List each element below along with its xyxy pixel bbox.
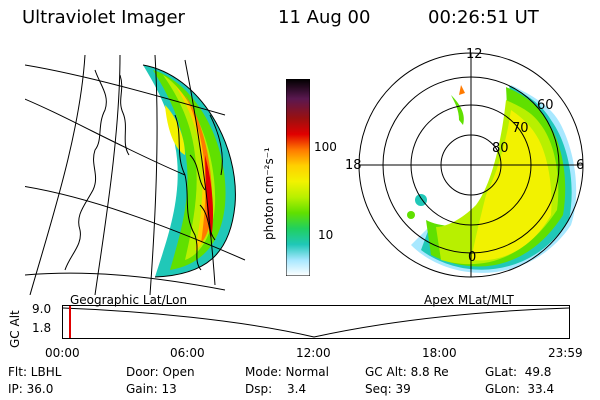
mlt-label-6: 6 — [576, 158, 585, 173]
info-glon: GLon: 33.4 — [485, 382, 555, 396]
auroral-oval-polar — [407, 85, 577, 273]
polar-grid — [358, 52, 584, 278]
colorbar-tick-10: 10 — [318, 228, 334, 242]
mlt-label-18: 18 — [345, 158, 362, 173]
coastlines — [64, 69, 223, 271]
colorbar-scale — [286, 79, 310, 276]
mlt-label-0: 0 — [468, 250, 477, 265]
info-seq: Seq: 39 — [365, 382, 411, 396]
info-gain: Gain: 13 — [126, 382, 177, 396]
mlt-label-12: 12 — [466, 47, 483, 62]
orbit-xtick-3: 18:00 — [422, 346, 457, 360]
orbit-ytick-bottom: 1.8 — [32, 321, 52, 335]
orbit-xtick-1: 06:00 — [170, 346, 205, 360]
info-door: Door: Open — [126, 365, 195, 379]
time-label: 00:26:51 UT — [428, 7, 539, 28]
info-dsp-label: Dsp: — [245, 382, 273, 396]
mlat-label-80: 80 — [492, 141, 509, 156]
orbit-xtick-0: 00:00 — [45, 346, 80, 360]
polar-caption: Apex MLat/MLT — [424, 293, 514, 307]
orbit-altitude-plot — [62, 305, 570, 339]
info-glat: GLat: 49.8 — [485, 365, 552, 379]
geographic-map — [25, 55, 246, 295]
info-dsp-value: 3.4 — [287, 382, 307, 396]
mlat-label-60: 60 — [537, 98, 554, 113]
orbit-ytick-top: 9.0 — [32, 302, 52, 316]
polar-plot — [358, 52, 584, 278]
orbit-xtick-4: 23:59 — [548, 346, 583, 360]
info-mode: Mode: Normal — [245, 365, 329, 379]
colorbar-tick-100: 100 — [314, 140, 337, 154]
info-filter: Flt: LBHL — [8, 365, 62, 379]
info-gc-alt: GC Alt: 8.8 Re — [365, 365, 449, 379]
colorbar-unit-label: photon cm⁻²s⁻¹ — [262, 147, 276, 240]
info-ip: IP: 36.0 — [8, 382, 54, 396]
date-label: 11 Aug 00 — [278, 7, 371, 28]
app-title: Ultraviolet Imager — [22, 7, 185, 28]
orbit-ylabel: GC Alt — [8, 310, 22, 348]
geographic-caption: Geographic Lat/Lon — [70, 293, 188, 307]
orbit-xtick-2: 12:00 — [296, 346, 331, 360]
mlat-label-70: 70 — [512, 121, 529, 136]
